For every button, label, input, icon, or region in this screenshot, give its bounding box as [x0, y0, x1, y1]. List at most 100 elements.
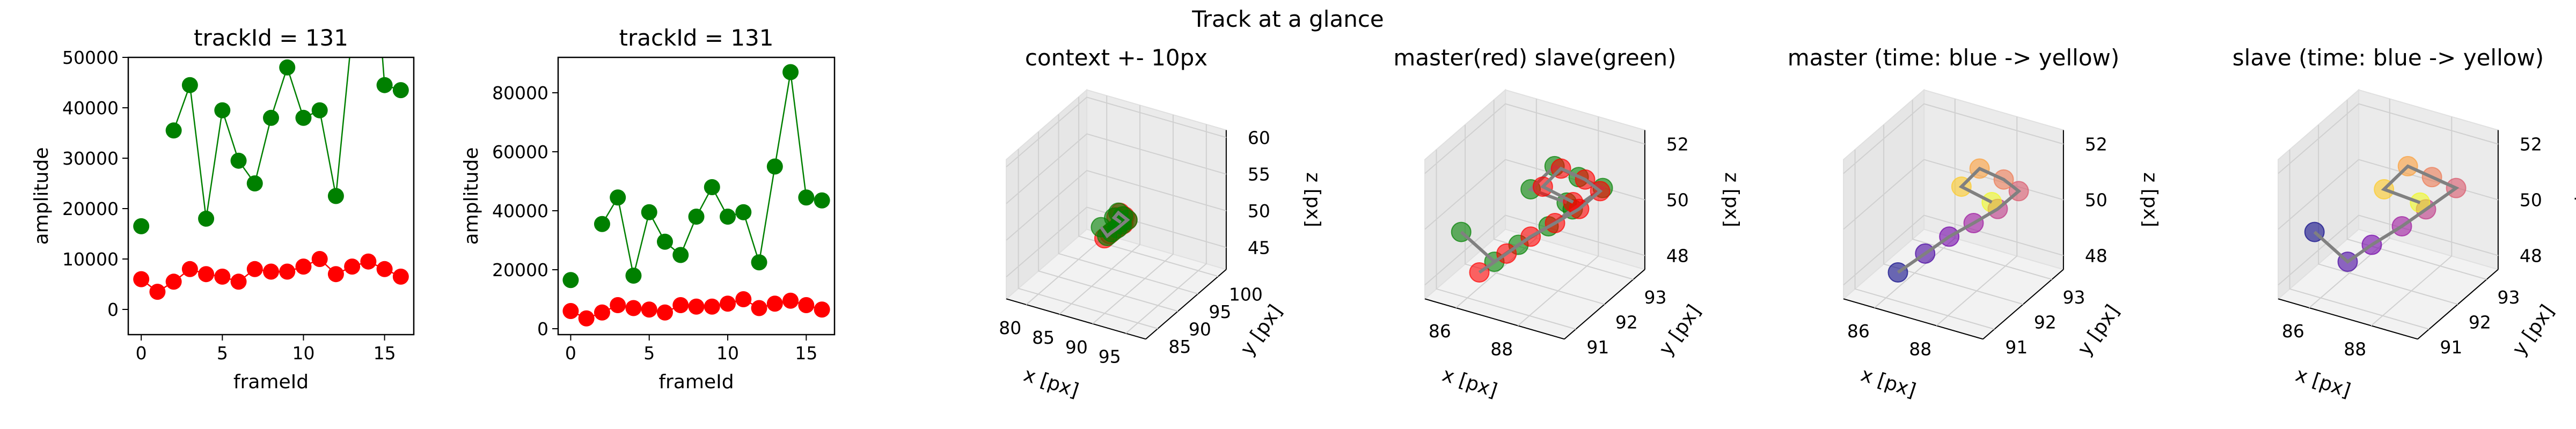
track-line — [2313, 164, 2460, 264]
x-axis-label: x [px] — [2293, 364, 2353, 402]
data-point — [735, 204, 752, 220]
data-point — [295, 109, 312, 126]
grid-line — [1006, 133, 1227, 204]
x-axis-label: x [px] — [1858, 364, 1919, 402]
data-point — [311, 102, 328, 119]
data-point — [295, 258, 312, 275]
data-point — [198, 266, 215, 283]
chart-title: master (time: blue -> yellow) — [1788, 45, 2120, 71]
x-tick-label: 88 — [1909, 338, 1931, 359]
data-point — [181, 261, 198, 277]
data-point — [625, 268, 642, 284]
z-tick-label: 50 — [2085, 190, 2107, 211]
data-point — [594, 216, 610, 232]
y-axis-label: amplitude — [460, 147, 482, 245]
data-point — [149, 284, 166, 300]
x-tick-label: 86 — [1429, 321, 1451, 342]
data-point — [578, 310, 595, 327]
data-point — [625, 300, 642, 316]
data-point — [798, 297, 815, 313]
data-point — [181, 77, 198, 93]
data-point — [562, 272, 579, 289]
grid-line — [1465, 124, 1605, 305]
data-point — [246, 175, 263, 191]
y-tick-label: 93 — [2062, 287, 2085, 308]
z-tick-label: 52 — [1666, 134, 1689, 155]
data-point — [720, 295, 736, 312]
chart-title: trackId = 131 — [619, 25, 774, 51]
data-point — [311, 251, 328, 267]
x-tick-label: 90 — [1065, 337, 1088, 358]
y-tick-label: 50000 — [62, 47, 119, 68]
z-axis-label: z [px] — [1302, 172, 1324, 227]
y-tick-label: 92 — [1615, 312, 1638, 332]
y-tick-label: 0 — [107, 299, 119, 320]
x-axis-line — [2278, 298, 2418, 340]
data-point — [165, 273, 182, 290]
y-tick-label: 10000 — [62, 249, 119, 270]
z-tick-label: 52 — [2085, 134, 2107, 155]
x-tick-label: 10 — [292, 343, 314, 364]
data-point — [360, 253, 377, 270]
z-tick-label: 45 — [1248, 237, 1270, 258]
plot-area — [558, 57, 835, 335]
z-tick-label: 50 — [1248, 201, 1270, 221]
grid-line — [1424, 214, 1645, 286]
data-point — [327, 266, 344, 283]
y-tick-label: 20000 — [492, 260, 548, 280]
data-point — [230, 152, 247, 169]
data-point — [214, 268, 231, 285]
y-axis-label: y [px] — [1655, 301, 1706, 360]
y-tick-label: 90 — [1189, 319, 1211, 339]
y-axis-label: y [px] — [1236, 301, 1287, 360]
chart-title: context +- 10px — [1025, 45, 1208, 71]
data-point — [798, 189, 815, 206]
data-point — [672, 247, 689, 263]
data-point — [392, 82, 409, 99]
data-point — [198, 210, 215, 227]
grid-line — [2289, 149, 2429, 330]
grid-line — [1006, 169, 1227, 241]
track-line — [1478, 166, 1603, 274]
data-point — [214, 102, 231, 119]
z-tick-label: 50 — [1666, 190, 1689, 211]
data-point — [782, 292, 799, 309]
y-tick-label: 91 — [2440, 337, 2462, 358]
chart-title: trackId = 131 — [194, 25, 348, 51]
data-point — [641, 301, 657, 318]
x-axis-line — [1424, 298, 1565, 340]
y-axis-line — [1145, 269, 1227, 340]
x-tick-label: 88 — [1490, 338, 1513, 359]
grid-line — [1058, 114, 1198, 294]
data-point — [735, 291, 752, 307]
y-axis-label: amplitude — [31, 147, 53, 245]
grid-line — [1125, 124, 1207, 334]
data-point — [376, 261, 393, 277]
data-point — [263, 109, 279, 126]
data-point — [751, 254, 767, 271]
z-axis-label: z [px] — [2139, 172, 2161, 227]
x-tick-label: 10 — [716, 343, 739, 364]
data-point — [246, 261, 263, 277]
x-tick-label: 0 — [136, 343, 147, 364]
data-point — [327, 188, 344, 204]
data-point — [814, 192, 830, 209]
z-tick-label: 48 — [1666, 245, 1689, 266]
data-point — [562, 303, 579, 319]
z-tick-label: 52 — [2520, 134, 2542, 155]
x-tick-label: 86 — [2282, 321, 2304, 342]
z-tick-label: 48 — [2520, 245, 2542, 266]
grid-line — [1078, 97, 1219, 277]
x-tick-label: 5 — [643, 343, 655, 364]
plot-area — [128, 57, 414, 335]
data-point — [656, 233, 673, 250]
grid-line — [1038, 131, 1179, 312]
data-point — [672, 297, 689, 313]
pane-left — [1006, 88, 1088, 300]
track-line — [1897, 166, 2022, 274]
grid-line — [1854, 149, 1995, 330]
data-point — [656, 304, 673, 321]
y-tick-label: 95 — [1209, 301, 1231, 322]
x-axis-label: x [px] — [1439, 364, 1500, 402]
axes-frame — [557, 56, 836, 336]
